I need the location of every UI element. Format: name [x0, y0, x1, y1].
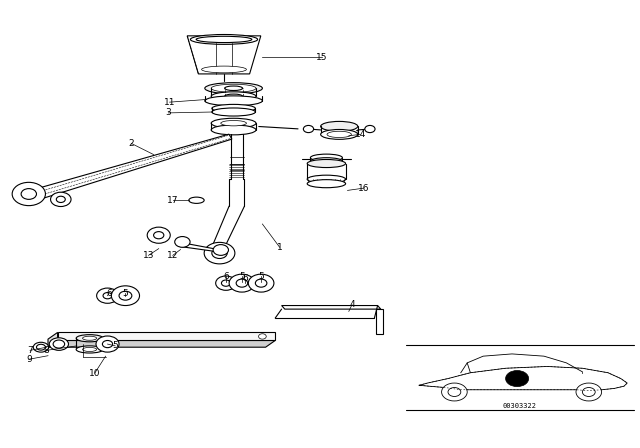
- Circle shape: [147, 227, 170, 243]
- Ellipse shape: [189, 197, 204, 203]
- Text: 5: 5: [113, 341, 118, 350]
- Ellipse shape: [49, 338, 68, 350]
- Polygon shape: [282, 306, 381, 309]
- Circle shape: [213, 245, 228, 255]
- Ellipse shape: [212, 108, 255, 116]
- Circle shape: [96, 336, 119, 352]
- Text: 00303322: 00303322: [502, 403, 537, 409]
- Ellipse shape: [205, 82, 262, 94]
- Text: 17: 17: [167, 196, 179, 205]
- Ellipse shape: [221, 121, 246, 126]
- Text: 9: 9: [26, 355, 31, 364]
- Circle shape: [154, 232, 164, 239]
- Circle shape: [212, 248, 227, 258]
- Ellipse shape: [365, 125, 375, 133]
- Text: 5: 5: [259, 272, 264, 281]
- Circle shape: [102, 340, 113, 348]
- Text: 8: 8: [44, 346, 49, 355]
- Text: 6: 6: [243, 274, 248, 283]
- Circle shape: [221, 280, 230, 286]
- Ellipse shape: [196, 36, 252, 43]
- Ellipse shape: [202, 66, 246, 73]
- Circle shape: [97, 288, 118, 303]
- Circle shape: [51, 192, 71, 207]
- Circle shape: [248, 274, 274, 292]
- Text: 13: 13: [143, 251, 154, 260]
- Circle shape: [255, 279, 267, 287]
- Ellipse shape: [211, 92, 256, 101]
- Circle shape: [229, 274, 255, 292]
- Text: 10: 10: [89, 369, 100, 378]
- Circle shape: [506, 370, 529, 387]
- Polygon shape: [187, 36, 261, 74]
- Text: 5: 5: [239, 272, 244, 281]
- Ellipse shape: [191, 34, 258, 44]
- Text: 15: 15: [316, 53, 328, 62]
- Circle shape: [103, 293, 112, 299]
- Text: 2: 2: [129, 139, 134, 148]
- Text: 5: 5: [123, 289, 128, 298]
- Circle shape: [216, 276, 236, 290]
- Ellipse shape: [327, 131, 351, 138]
- Text: 16: 16: [358, 184, 369, 193]
- Ellipse shape: [307, 180, 346, 188]
- Polygon shape: [48, 332, 58, 347]
- Text: 4: 4: [349, 300, 355, 309]
- Ellipse shape: [307, 159, 346, 168]
- Ellipse shape: [225, 86, 243, 90]
- Ellipse shape: [321, 129, 358, 139]
- Ellipse shape: [225, 94, 243, 99]
- Ellipse shape: [303, 125, 314, 133]
- Ellipse shape: [76, 346, 103, 353]
- Circle shape: [576, 383, 602, 401]
- Circle shape: [111, 286, 140, 306]
- Circle shape: [236, 279, 248, 287]
- Ellipse shape: [211, 125, 256, 135]
- Ellipse shape: [307, 175, 346, 183]
- Circle shape: [119, 291, 132, 300]
- Text: 12: 12: [167, 251, 179, 260]
- Polygon shape: [376, 309, 383, 334]
- Circle shape: [204, 242, 235, 264]
- Ellipse shape: [310, 158, 342, 165]
- Ellipse shape: [36, 344, 45, 350]
- Circle shape: [448, 388, 461, 396]
- Polygon shape: [48, 340, 275, 347]
- Ellipse shape: [33, 342, 49, 352]
- Polygon shape: [32, 134, 232, 200]
- Text: 7: 7: [28, 346, 33, 355]
- Circle shape: [21, 189, 36, 199]
- Ellipse shape: [321, 121, 358, 131]
- Circle shape: [175, 237, 190, 247]
- Ellipse shape: [76, 335, 103, 342]
- Text: 14: 14: [355, 130, 366, 139]
- Ellipse shape: [211, 118, 256, 128]
- Text: 6: 6: [223, 272, 228, 281]
- Ellipse shape: [53, 340, 65, 348]
- Text: 11: 11: [164, 98, 175, 107]
- Text: 6: 6: [106, 289, 111, 298]
- Text: 3: 3: [166, 108, 171, 117]
- Ellipse shape: [211, 84, 256, 92]
- Circle shape: [259, 334, 266, 339]
- Ellipse shape: [310, 154, 342, 161]
- Ellipse shape: [83, 348, 97, 351]
- Circle shape: [56, 196, 65, 202]
- Ellipse shape: [212, 104, 255, 112]
- Polygon shape: [179, 243, 221, 252]
- Text: 1: 1: [277, 243, 282, 252]
- Circle shape: [582, 388, 595, 396]
- Circle shape: [12, 182, 45, 206]
- Ellipse shape: [205, 96, 262, 106]
- Bar: [58, 332, 275, 340]
- Circle shape: [442, 383, 467, 401]
- Ellipse shape: [83, 336, 97, 340]
